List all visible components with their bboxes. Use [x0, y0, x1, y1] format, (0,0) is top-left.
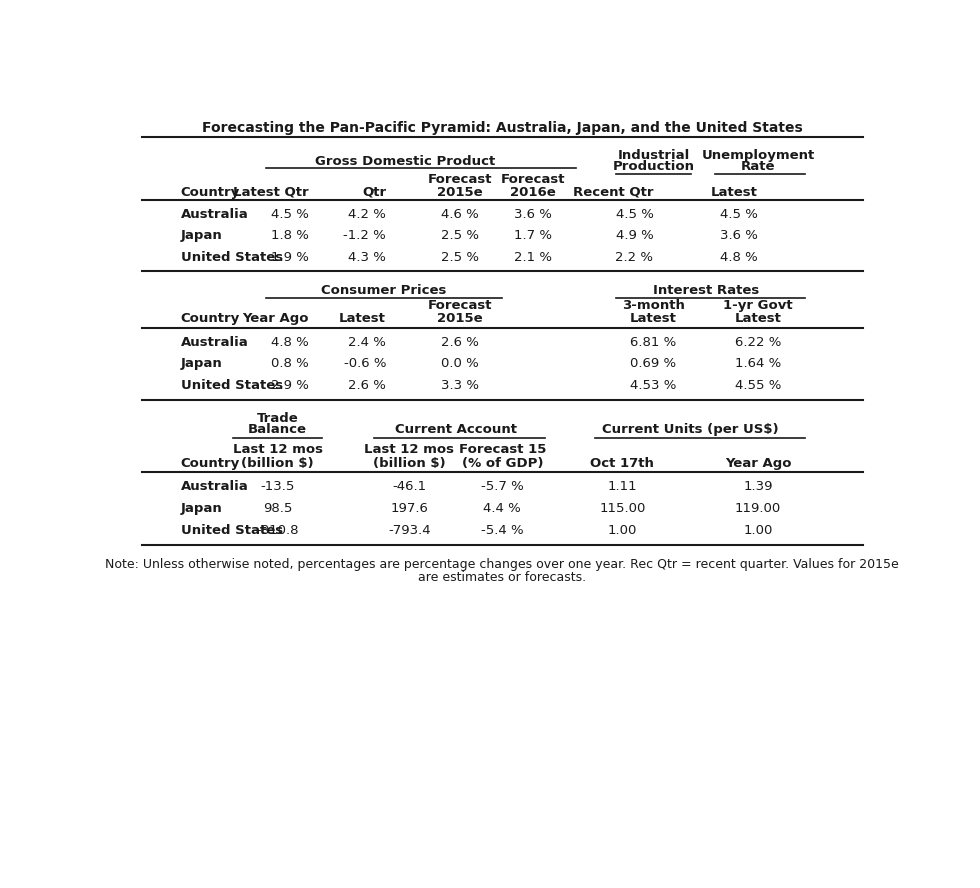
Text: (billion $): (billion $): [241, 456, 314, 470]
Text: Oct 17th: Oct 17th: [590, 456, 655, 470]
Text: 3.6 %: 3.6 %: [720, 229, 758, 242]
Text: (billion $): (billion $): [373, 456, 446, 470]
Text: 2015e: 2015e: [437, 312, 482, 325]
Text: Latest: Latest: [735, 312, 781, 325]
Text: 2016e: 2016e: [511, 186, 556, 199]
Text: 119.00: 119.00: [735, 502, 781, 515]
Text: 4.2 %: 4.2 %: [348, 208, 386, 221]
Text: 2015e: 2015e: [437, 186, 482, 199]
Text: Country: Country: [180, 312, 240, 325]
Text: Latest: Latest: [339, 312, 386, 325]
Text: Gross Domestic Product: Gross Domestic Product: [316, 155, 496, 168]
Text: Australia: Australia: [180, 480, 248, 494]
Text: Recent Qtr: Recent Qtr: [573, 186, 654, 199]
Text: Consumer Prices: Consumer Prices: [321, 284, 447, 297]
Text: Note: Unless otherwise noted, percentages are percentage changes over one year. : Note: Unless otherwise noted, percentage…: [106, 559, 899, 571]
Text: 4.8 %: 4.8 %: [720, 251, 758, 264]
Text: Rate: Rate: [741, 160, 775, 173]
Text: -5.7 %: -5.7 %: [481, 480, 523, 494]
Text: 2.4 %: 2.4 %: [348, 336, 386, 349]
Text: Interest Rates: Interest Rates: [653, 284, 759, 297]
Text: 2.6 %: 2.6 %: [441, 336, 478, 349]
Text: Australia: Australia: [180, 208, 248, 221]
Text: are estimates or forecasts.: are estimates or forecasts.: [418, 570, 586, 583]
Text: Japan: Japan: [180, 357, 222, 370]
Text: 4.5 %: 4.5 %: [270, 208, 309, 221]
Text: 3-month: 3-month: [622, 298, 685, 312]
Text: Unemployment: Unemployment: [702, 149, 814, 163]
Text: 4.5 %: 4.5 %: [720, 208, 758, 221]
Text: -0.6 %: -0.6 %: [344, 357, 386, 370]
Text: 2.1 %: 2.1 %: [514, 251, 553, 264]
Text: -810.8: -810.8: [256, 524, 299, 536]
Text: Australia: Australia: [180, 336, 248, 349]
Text: Qtr: Qtr: [362, 186, 386, 199]
Text: Country: Country: [180, 456, 240, 470]
Text: Japan: Japan: [180, 502, 222, 515]
Text: 1.00: 1.00: [743, 524, 772, 536]
Text: Forecast: Forecast: [427, 298, 492, 312]
Text: Industrial: Industrial: [617, 149, 690, 163]
Text: 4.8 %: 4.8 %: [270, 336, 309, 349]
Text: 2.2 %: 2.2 %: [615, 251, 654, 264]
Text: Country: Country: [180, 186, 240, 199]
Text: Latest Qtr: Latest Qtr: [233, 186, 309, 199]
Text: 2.6 %: 2.6 %: [348, 379, 386, 392]
Text: 1.8 %: 1.8 %: [270, 229, 309, 242]
Text: United States: United States: [180, 379, 283, 392]
Text: 2.5 %: 2.5 %: [441, 229, 478, 242]
Text: 0.69 %: 0.69 %: [630, 357, 676, 370]
Text: 1.7 %: 1.7 %: [514, 229, 553, 242]
Text: 197.6: 197.6: [390, 502, 428, 515]
Text: 4.4 %: 4.4 %: [483, 502, 521, 515]
Text: 1.64 %: 1.64 %: [735, 357, 781, 370]
Text: 2.5 %: 2.5 %: [441, 251, 478, 264]
Text: -5.4 %: -5.4 %: [481, 524, 523, 536]
Text: 1-yr Govt: 1-yr Govt: [723, 298, 793, 312]
Text: 0.0 %: 0.0 %: [441, 357, 478, 370]
Text: 0.8 %: 0.8 %: [270, 357, 309, 370]
Text: 1.11: 1.11: [608, 480, 637, 494]
Text: 3.6 %: 3.6 %: [514, 208, 552, 221]
Text: 4.53 %: 4.53 %: [630, 379, 676, 392]
Text: 98.5: 98.5: [263, 502, 292, 515]
Text: 2.9 %: 2.9 %: [270, 379, 309, 392]
Text: Production: Production: [612, 160, 695, 173]
Text: Trade: Trade: [257, 412, 298, 425]
Text: -1.2 %: -1.2 %: [343, 229, 386, 242]
Text: United States: United States: [180, 524, 283, 536]
Text: 1.9 %: 1.9 %: [270, 251, 309, 264]
Text: Latest: Latest: [630, 312, 677, 325]
Text: Forecast: Forecast: [427, 173, 492, 186]
Text: Japan: Japan: [180, 229, 222, 242]
Text: 115.00: 115.00: [599, 502, 646, 515]
Text: Last 12 mos: Last 12 mos: [232, 443, 322, 456]
Text: Latest: Latest: [711, 186, 758, 199]
Text: Last 12 mos: Last 12 mos: [365, 443, 455, 456]
Text: -793.4: -793.4: [388, 524, 430, 536]
Text: 3.3 %: 3.3 %: [441, 379, 478, 392]
Text: -46.1: -46.1: [392, 480, 426, 494]
Text: 4.6 %: 4.6 %: [441, 208, 478, 221]
Text: United States: United States: [180, 251, 283, 264]
Text: Forecast 15: Forecast 15: [459, 443, 546, 456]
Text: 4.9 %: 4.9 %: [615, 229, 654, 242]
Text: 1.00: 1.00: [608, 524, 637, 536]
Text: 6.22 %: 6.22 %: [735, 336, 781, 349]
Text: (% of GDP): (% of GDP): [462, 456, 543, 470]
Text: Year Ago: Year Ago: [725, 456, 791, 470]
Text: Year Ago: Year Ago: [242, 312, 309, 325]
Text: Current Units (per US$): Current Units (per US$): [602, 424, 778, 437]
Text: 4.3 %: 4.3 %: [348, 251, 386, 264]
Text: -13.5: -13.5: [261, 480, 295, 494]
Text: 4.55 %: 4.55 %: [735, 379, 781, 392]
Text: 1.39: 1.39: [743, 480, 773, 494]
Text: Forecast: Forecast: [501, 173, 565, 186]
Text: Current Account: Current Account: [395, 424, 516, 437]
Text: 6.81 %: 6.81 %: [630, 336, 676, 349]
Text: Forecasting the Pan-Pacific Pyramid: Australia, Japan, and the United States: Forecasting the Pan-Pacific Pyramid: Aus…: [202, 121, 803, 135]
Text: 4.5 %: 4.5 %: [615, 208, 654, 221]
Text: Balance: Balance: [248, 424, 307, 437]
